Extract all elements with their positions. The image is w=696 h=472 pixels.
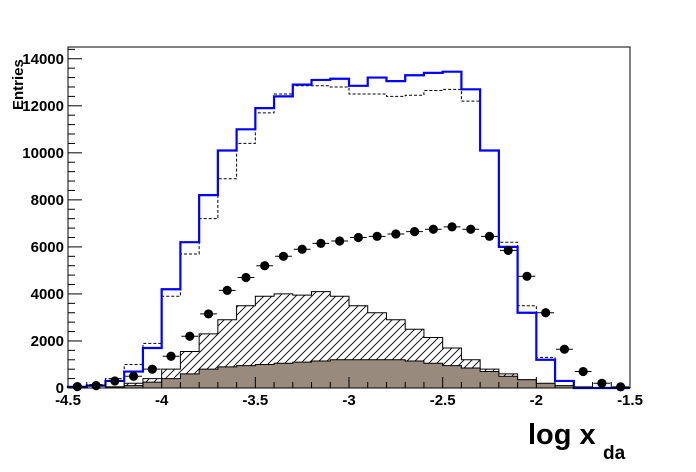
data-point [522,271,532,281]
data-point [559,344,570,354]
data-point [372,231,382,241]
x-tick-label: -2 [530,392,543,409]
data-point [503,245,513,256]
data-point [316,238,326,248]
y-tick-label: 10000 [22,145,64,162]
y-axis-title: Entries [10,59,27,110]
y-tick-label: 4000 [31,286,64,303]
data-point [391,229,401,239]
data-point [241,272,251,283]
x-tick-label: -4.5 [55,392,81,409]
data-point [110,376,120,386]
x-tick-label: -3 [342,392,355,409]
y-tick-label: 6000 [31,239,64,256]
x-axis-title-subscript: da [603,443,626,464]
x-axis-title: log x [528,419,596,451]
data-point [409,227,420,237]
data-point [91,381,101,391]
data-point [616,382,626,392]
data-point [128,371,139,381]
data-point [353,232,363,243]
line-layer [66,70,630,390]
x-tick-label: -3.5 [242,392,268,409]
x-tick-label: -4 [155,392,169,409]
y-tick-label: 0 [56,380,64,397]
y-tick-label: 14000 [22,51,64,68]
blue-histogram-line [66,70,630,390]
data-point [597,378,607,388]
data-point [185,331,195,341]
y-tick-label: 8000 [31,192,64,209]
data-point [447,222,457,232]
data-point [222,285,232,296]
data-point [203,309,214,319]
y-tick-label: 12000 [22,98,64,115]
dashed-histogram-line [67,85,630,389]
data-point [260,261,270,271]
data-point [578,366,588,377]
data-point [541,308,551,318]
data-point [428,224,438,234]
data-point [335,236,345,246]
x-tick-label: -1.5 [617,392,643,409]
data-point [466,224,476,234]
y-tick-label: 2000 [31,333,64,350]
axes-layer: 0 2000 4000 6000 8000 10000 12000 14000 -4.5 -4 -3… [22,46,643,409]
data-point [484,231,495,241]
data-point [72,381,82,392]
points-layer [69,222,629,392]
data-point [297,244,307,254]
data-point [147,364,157,374]
data-point [278,251,289,261]
data-point [166,351,176,361]
x-tick-label: -2.5 [430,392,456,409]
